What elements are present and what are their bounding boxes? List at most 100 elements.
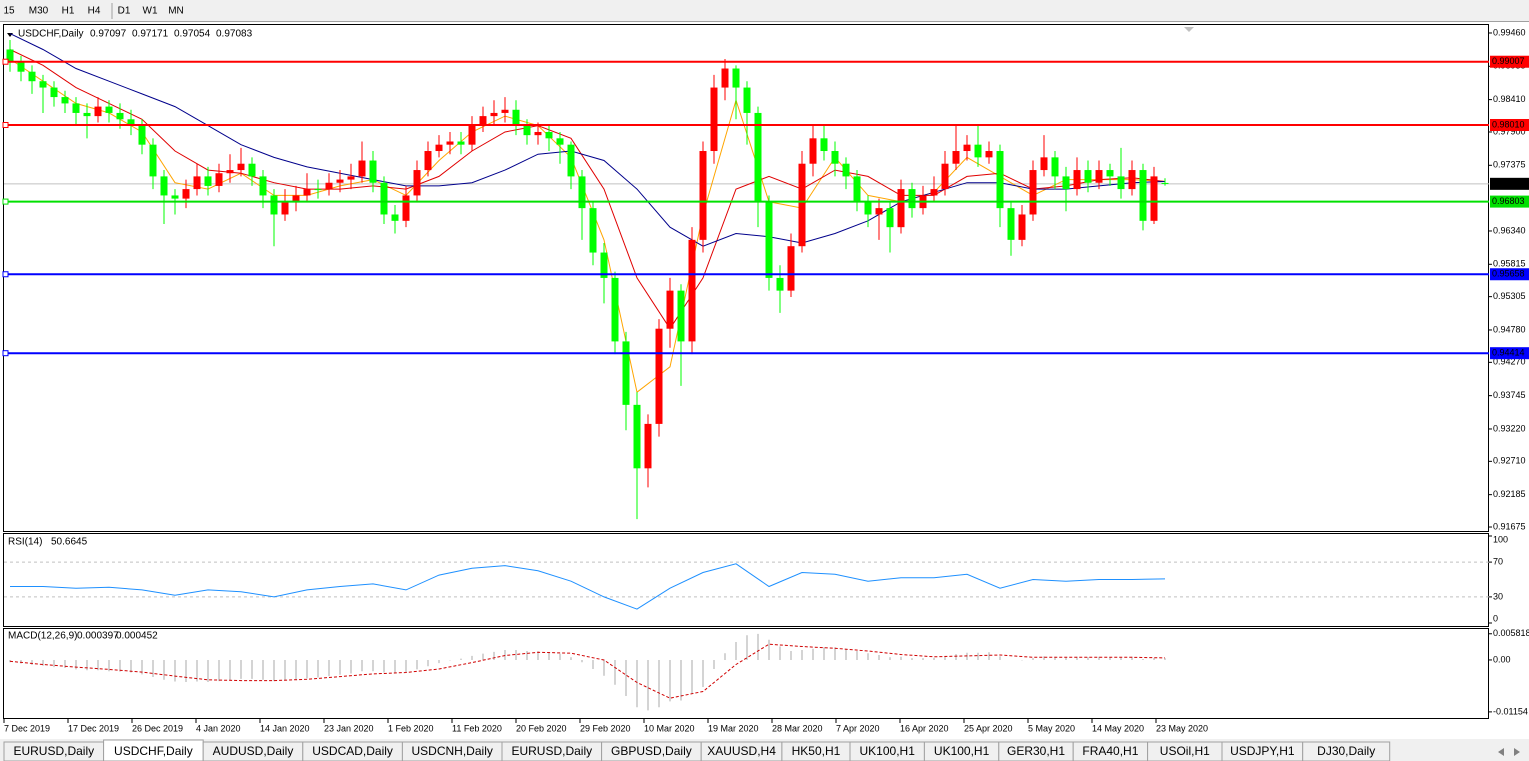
candle-body [908, 189, 916, 209]
toolbar [0, 0, 1529, 22]
candle-body [336, 179, 344, 183]
candle-body [930, 189, 938, 196]
candle-body [226, 170, 234, 174]
candle-body [710, 87, 718, 152]
candle-body [281, 201, 289, 215]
level-label-box [1490, 55, 1529, 68]
timeframe-button[interactable]: D1 [118, 6, 131, 17]
candle-body [996, 151, 1004, 209]
x-tick-label: 5 May 2020 [1028, 723, 1075, 733]
tab-label[interactable]: FRA40,H1 [1082, 744, 1138, 758]
tab-label[interactable]: USDCHF,Daily [114, 744, 193, 758]
y-tick-label: 0.95305 [1493, 291, 1526, 301]
rsi-tick-label: 0 [1493, 613, 1498, 623]
candle-body [545, 131, 553, 139]
y-tick-label: 0.93745 [1493, 390, 1526, 400]
level-label-box [1490, 118, 1529, 131]
y-tick-label: 0.94780 [1493, 324, 1526, 334]
timeframe-button[interactable]: W1 [143, 6, 158, 17]
macd-tick-label: 0.005818 [1493, 628, 1529, 638]
level-anchor[interactable] [2, 58, 9, 65]
candle-body [556, 138, 564, 145]
tab-label[interactable]: AUDUSD,Daily [213, 744, 294, 758]
candle-body [28, 71, 36, 82]
tab-label[interactable]: GBPUSD,Daily [611, 744, 692, 758]
level-anchor[interactable] [2, 198, 9, 205]
candle-body [941, 163, 949, 190]
candle-body [1128, 170, 1136, 190]
candle-body [1040, 157, 1048, 171]
timeframe-button[interactable]: MN [168, 6, 184, 17]
open-price: 0.97097 [90, 29, 127, 40]
tab-label[interactable]: GER30,H1 [1007, 744, 1065, 758]
x-tick-label: 23 Jan 2020 [324, 723, 374, 733]
moving-average-line [9, 49, 1166, 330]
tab-scroll-right[interactable] [1514, 748, 1520, 756]
level-label-box [1490, 347, 1529, 360]
candle-body [270, 195, 278, 215]
candle-body [578, 176, 586, 209]
y-tick-label: 0.98410 [1493, 94, 1526, 104]
tab-label[interactable]: EURUSD,Daily [511, 744, 592, 758]
level-label-box [1490, 268, 1529, 281]
tab-label[interactable]: UK100,H1 [934, 744, 990, 758]
tab-label[interactable]: XAUUSD,H4 [707, 744, 776, 758]
candle-body [1029, 170, 1037, 215]
candle-body [787, 246, 795, 291]
moving-average-line [9, 58, 1166, 394]
candle-body [160, 176, 168, 196]
tab-label[interactable]: USOil,H1 [1160, 744, 1210, 758]
candle-body [952, 151, 960, 164]
candle-body [512, 109, 520, 126]
tab-label[interactable]: USDJPY,H1 [1230, 744, 1295, 758]
level-label: 0.95658 [1492, 269, 1525, 279]
candle-body [1084, 170, 1092, 183]
candle-body [776, 277, 784, 291]
candle-body [721, 68, 729, 88]
timeframe-button[interactable]: H1 [62, 6, 75, 17]
candle-body [215, 173, 223, 186]
level-anchor[interactable] [2, 271, 9, 278]
candle-body [72, 103, 80, 113]
tab-label[interactable]: HK50,H1 [792, 744, 841, 758]
x-tick-label: 19 Mar 2020 [708, 723, 759, 733]
tab-label[interactable]: UK100,H1 [860, 744, 916, 758]
tab-label[interactable]: EURUSD,Daily [13, 744, 94, 758]
level-anchor[interactable] [2, 350, 9, 357]
rsi-tick-label: 100 [1493, 534, 1508, 544]
y-tick-label: 0.99460 [1493, 27, 1526, 37]
high-price: 0.97171 [132, 29, 169, 40]
candle-body [259, 176, 267, 196]
symbol-label: USDCHF,Daily [18, 29, 84, 40]
tab[interactable] [1302, 741, 1391, 761]
x-tick-label: 14 Jan 2020 [260, 723, 310, 733]
timeframe-button[interactable]: M30 [29, 6, 49, 17]
candle-body [1007, 208, 1015, 240]
x-tick-label: 28 Mar 2020 [772, 723, 823, 733]
timeframe-button[interactable]: 15 [3, 6, 15, 17]
candle-body [138, 125, 146, 145]
timeframe-button[interactable]: H4 [88, 6, 101, 17]
rsi-panel [3, 533, 1489, 627]
x-tick-label: 4 Jan 2020 [196, 723, 241, 733]
macd-signal-value: 0.000452 [116, 631, 158, 642]
candle-body [380, 182, 388, 215]
candle-body [655, 328, 663, 424]
level-label-box [1490, 195, 1529, 208]
tab-label[interactable]: USDCAD,Daily [312, 744, 393, 758]
candle-body [127, 119, 135, 126]
tab-label[interactable]: DJ30,Daily [1317, 744, 1375, 758]
candle-body [248, 163, 256, 177]
candle-body [985, 151, 993, 158]
macd-hist-value: 0.000397 [77, 631, 119, 642]
tab-label[interactable]: USDCNH,Daily [412, 744, 493, 758]
candle-body [765, 201, 773, 278]
candle-body [6, 49, 14, 63]
candle-body [39, 81, 47, 88]
macd-panel [3, 628, 1489, 719]
candle-body [303, 189, 311, 196]
level-anchor[interactable] [2, 121, 9, 128]
tab-scroll-left[interactable] [1498, 748, 1504, 756]
candle-body [809, 138, 817, 164]
